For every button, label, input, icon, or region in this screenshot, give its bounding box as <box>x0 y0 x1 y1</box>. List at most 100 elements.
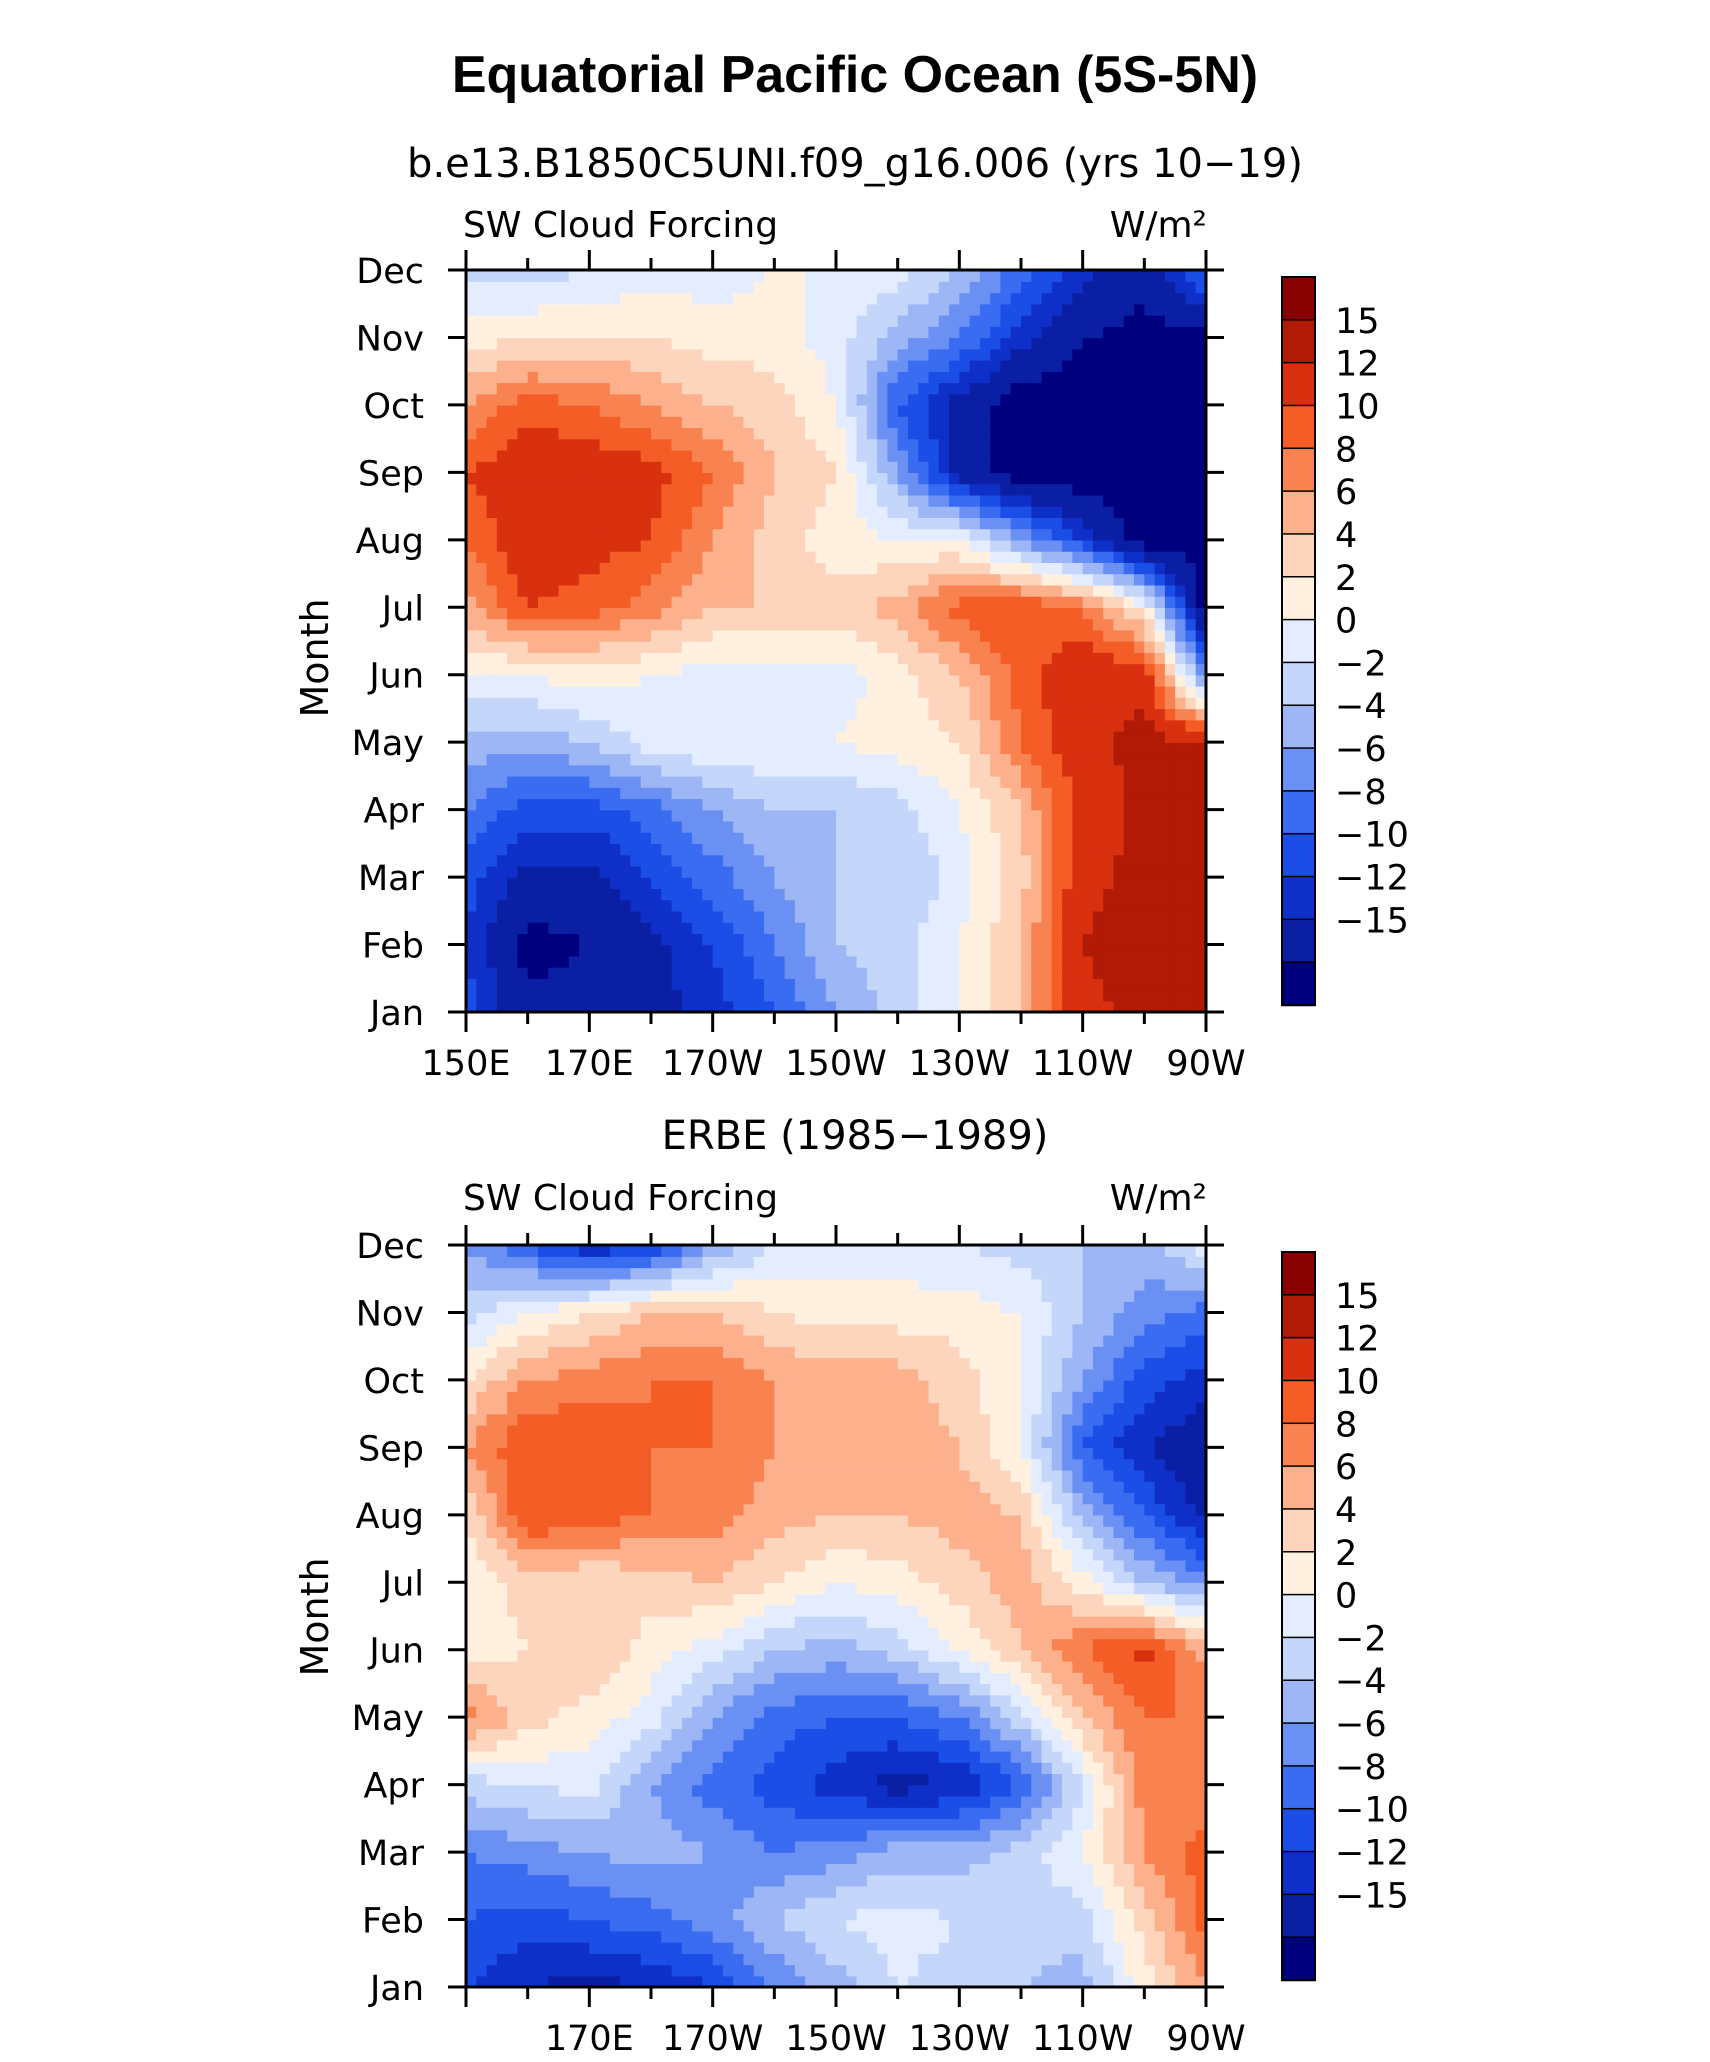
heatmap-cell <box>805 607 817 620</box>
heatmap-cell <box>846 730 858 743</box>
heatmap-cell <box>1185 708 1197 721</box>
heatmap-cell <box>907 685 919 698</box>
heatmap-cell <box>496 641 508 653</box>
heatmap-cell <box>1041 1000 1053 1012</box>
heatmap-cell <box>476 551 488 563</box>
heatmap-cell <box>836 281 847 294</box>
heatmap-cell <box>1082 539 1094 552</box>
heatmap-cell <box>979 371 991 384</box>
heatmap-cell <box>1164 303 1176 316</box>
heatmap-cell <box>476 483 488 496</box>
heatmap-cell <box>825 539 837 552</box>
heatmap-cell <box>1000 348 1012 361</box>
heatmap-cell <box>794 832 806 845</box>
heatmap-cell <box>825 472 837 485</box>
heatmap-cell <box>938 506 950 519</box>
heatmap-cell <box>537 877 549 890</box>
heatmap-cell <box>1092 764 1104 777</box>
heatmap-cell <box>815 775 827 788</box>
heatmap-cell <box>897 618 909 631</box>
heatmap-cell <box>579 427 590 440</box>
heatmap-cell <box>1092 955 1104 968</box>
heatmap-cell <box>1041 292 1053 305</box>
heatmap-cell <box>630 461 642 474</box>
heatmap-cell <box>907 629 919 642</box>
heatmap-cell <box>1103 528 1115 541</box>
heatmap-cell <box>887 910 899 923</box>
colorbar-label: −8 <box>1335 773 1387 813</box>
heatmap-cell <box>548 798 560 811</box>
heatmap-cell <box>774 989 786 1002</box>
heatmap-cell <box>979 798 991 811</box>
heatmap-cell <box>1010 551 1022 563</box>
heatmap-cell <box>1072 685 1084 698</box>
heatmap-cell <box>1144 270 1156 282</box>
heatmap-cell <box>496 551 508 563</box>
heatmap-cell <box>1123 573 1135 586</box>
heatmap-cell <box>825 270 837 282</box>
heatmap-cell <box>589 337 601 350</box>
heatmap-cell <box>507 877 519 890</box>
heatmap-cell <box>609 404 621 417</box>
heatmap-cell <box>568 281 580 294</box>
heatmap-cell <box>722 955 734 968</box>
heatmap-cell <box>959 809 971 822</box>
heatmap-cell <box>661 719 673 732</box>
heatmap-cell <box>722 742 734 755</box>
heatmap-cell <box>568 652 580 665</box>
heatmap-cell <box>928 697 940 710</box>
heatmap-cell <box>486 506 498 519</box>
heatmap-cell <box>507 787 519 800</box>
heatmap-cell <box>661 404 673 417</box>
heatmap-cell <box>702 427 714 440</box>
heatmap-cell <box>1103 371 1115 384</box>
heatmap-cell <box>928 843 940 856</box>
heatmap-cell <box>1082 922 1094 934</box>
heatmap-cell <box>784 764 796 777</box>
heatmap-cell <box>671 281 683 294</box>
heatmap-cell <box>856 416 868 429</box>
heatmap-cell <box>1021 955 1032 968</box>
heatmap-cell <box>558 787 570 800</box>
heatmap-cell <box>466 787 477 800</box>
heatmap-cell <box>825 584 837 597</box>
heatmap-cell <box>609 1975 621 1987</box>
heatmap-cell <box>1164 270 1176 282</box>
heatmap-cell <box>1072 944 1084 957</box>
heatmap-cell <box>1164 528 1176 541</box>
heatmap-cell <box>630 371 642 384</box>
heatmap-cell <box>517 832 529 845</box>
heatmap-cell <box>620 359 632 372</box>
heatmap-cell <box>630 753 642 766</box>
heatmap-cell <box>897 303 909 316</box>
heatmap-cell <box>1195 427 1206 440</box>
heatmap-cell <box>496 449 508 462</box>
heatmap-cell <box>836 787 847 800</box>
heatmap-cell <box>897 359 909 372</box>
heatmap-cell <box>496 1964 508 1977</box>
heatmap-cell <box>949 584 960 597</box>
heatmap-cell <box>815 528 827 541</box>
heatmap-cell <box>743 562 755 575</box>
heatmap-cell <box>979 506 991 519</box>
heatmap-cell <box>846 596 858 608</box>
heatmap-cell <box>1185 832 1197 845</box>
heatmap-cell <box>764 371 775 384</box>
heatmap-cell <box>579 337 590 350</box>
heatmap-cell <box>928 865 940 878</box>
heatmap-cell <box>476 1000 488 1012</box>
heatmap-cell <box>866 472 878 485</box>
heatmap-cell <box>548 303 560 316</box>
heatmap-cell <box>476 877 488 890</box>
heatmap-cell <box>1082 854 1094 867</box>
heatmap-cell <box>1051 303 1063 316</box>
heatmap-cell <box>1185 944 1197 957</box>
heatmap-cell <box>517 427 529 440</box>
heatmap-cell <box>733 832 745 845</box>
heatmap-cell <box>969 449 981 462</box>
heatmap-cell <box>1175 584 1187 597</box>
heatmap-cell <box>1031 371 1043 384</box>
heatmap-cell <box>661 685 673 698</box>
heatmap-cell <box>527 607 539 620</box>
heatmap-cell <box>836 337 847 350</box>
